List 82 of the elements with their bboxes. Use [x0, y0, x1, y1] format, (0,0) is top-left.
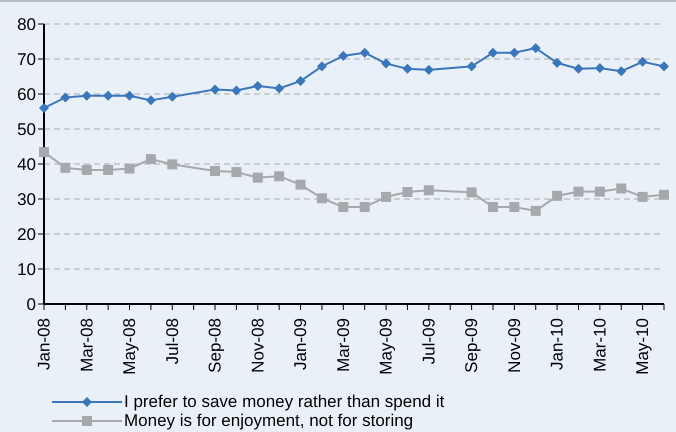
point [402, 187, 412, 197]
point [638, 192, 648, 202]
x-tick-label: Nov-08 [248, 318, 268, 373]
point [338, 50, 348, 61]
point [296, 180, 306, 190]
point [466, 187, 477, 198]
point [296, 76, 306, 86]
x-tick-label: Jul-08 [162, 318, 182, 364]
legend-label: Money is for enjoyment, not for storing [124, 411, 414, 430]
point [167, 159, 178, 170]
point [103, 90, 114, 101]
point [381, 192, 392, 202]
point [252, 172, 263, 183]
point [210, 84, 220, 94]
x-tick-label: Sep-09 [462, 318, 482, 373]
x-tick-label: May-09 [376, 318, 396, 375]
point [594, 63, 605, 74]
point [210, 166, 220, 176]
y-tick-label: 40 [17, 155, 36, 174]
x-tick-label: Nov-09 [504, 318, 524, 373]
y-tick-label: 70 [17, 50, 36, 70]
x-tick-label: Jan-09 [291, 318, 310, 370]
point [552, 190, 562, 201]
point [231, 167, 242, 178]
point [509, 48, 520, 58]
y-tick-label: 10 [17, 260, 36, 280]
point [616, 184, 626, 194]
x-tick-label: Mar-09 [334, 318, 353, 372]
x-tick-label: Jan-08 [34, 318, 54, 370]
point [659, 190, 669, 200]
point [552, 58, 562, 68]
point [82, 90, 92, 101]
point [39, 103, 49, 113]
legend-label: I prefer to save money rather than spend it [124, 392, 444, 411]
point [466, 61, 477, 72]
point [274, 83, 284, 94]
point [530, 206, 541, 216]
point [381, 58, 392, 69]
point [231, 86, 242, 96]
point [360, 48, 370, 58]
point [146, 95, 156, 106]
point [360, 202, 370, 212]
x-tick-label: Jul-09 [419, 318, 438, 364]
x-tick-label: Mar-08 [77, 318, 96, 372]
x-tick-label: Jan-10 [548, 318, 567, 370]
point [82, 164, 92, 175]
point [616, 66, 626, 76]
point [594, 186, 605, 197]
point [252, 80, 263, 91]
x-tick-label: Sep-08 [206, 318, 225, 373]
y-tick-label: 80 [17, 15, 36, 34]
y-tick-label: 60 [17, 85, 36, 104]
point [424, 185, 434, 196]
point [402, 64, 412, 74]
point [509, 202, 520, 212]
point [488, 202, 498, 212]
x-tick-label: Mar-10 [590, 318, 610, 372]
point [573, 64, 584, 74]
point [659, 61, 669, 72]
y-tick-label: 0 [26, 295, 36, 314]
point [103, 164, 114, 175]
point [146, 154, 156, 164]
y-tick-label: 30 [17, 190, 36, 210]
x-tick-label: May-08 [120, 318, 140, 375]
x-tick-label: May-10 [633, 318, 652, 375]
point [167, 92, 178, 102]
point [39, 147, 49, 158]
point [530, 43, 541, 54]
y-tick-label: 50 [17, 120, 36, 140]
y-tick-label: 20 [17, 225, 36, 244]
point [638, 56, 648, 67]
point [573, 186, 584, 197]
point [60, 92, 70, 102]
point [338, 202, 348, 212]
point [488, 48, 498, 58]
point [316, 61, 327, 72]
point [424, 64, 434, 75]
point [124, 90, 135, 101]
point [60, 162, 70, 173]
point [124, 164, 135, 174]
point [316, 193, 327, 204]
point [274, 171, 284, 182]
